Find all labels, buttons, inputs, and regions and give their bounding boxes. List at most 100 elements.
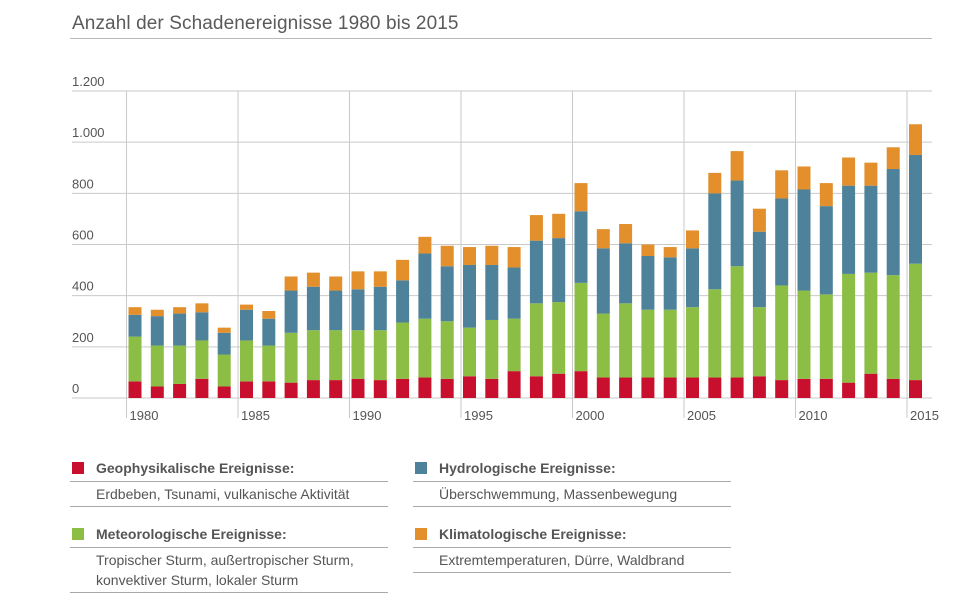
bar-meteorological-1992 — [396, 322, 410, 379]
bar-meteorological-2013 — [864, 272, 878, 374]
bar-hydrological-2011 — [819, 206, 833, 295]
bar-hydrological-1996 — [485, 264, 499, 320]
y-tick-label: 0 — [72, 381, 79, 396]
legend-desc-climatological: Extremtemperaturen, Dürre, Waldbrand — [439, 552, 685, 568]
bar-meteorological-1997 — [507, 318, 521, 372]
bar-geophysical-1985 — [240, 381, 253, 398]
bar-geophysical-1989 — [329, 380, 343, 398]
y-tick-label: 600 — [72, 228, 94, 243]
x-tick-label: 2015 — [910, 408, 939, 423]
bar-hydrological-1992 — [396, 280, 410, 323]
bar-geophysical-1999 — [552, 373, 566, 398]
bar-meteorological-1980 — [128, 336, 142, 382]
bar-climatological-1999 — [552, 213, 566, 239]
bar-hydrological-1993 — [418, 253, 432, 319]
bar-hydrological-1988 — [306, 286, 320, 331]
bar-climatological-1984 — [217, 327, 231, 333]
bar-meteorological-1991 — [373, 330, 387, 381]
bar-hydrological-1998 — [529, 240, 543, 304]
bar-hydrological-2013 — [864, 185, 878, 273]
bar-climatological-2007 — [730, 151, 744, 181]
bar-climatological-1980 — [128, 307, 142, 315]
bar-hydrological-1980 — [128, 314, 142, 337]
bar-hydrological-1982 — [173, 313, 187, 346]
x-tick-label: 1990 — [353, 408, 382, 423]
stacked-bar-chart: 0 200 400 600 800 1.000 1.200 1980 1985 1990 1995 2… — [72, 74, 939, 423]
bar-geophysical-2005 — [686, 377, 699, 398]
bar-hydrological-1990 — [351, 289, 365, 331]
bar-climatological-1981 — [150, 309, 164, 317]
bar-hydrological-2005 — [686, 248, 699, 308]
y-tick-label: 1.200 — [72, 74, 105, 89]
bar-hydrological-1994 — [440, 266, 454, 322]
bar-hydrological-1987 — [284, 290, 298, 333]
bar-meteorological-1984 — [217, 354, 231, 387]
x-tick-label: 2000 — [576, 408, 605, 423]
bar-climatological-2005 — [686, 230, 699, 249]
bar-climatological-1990 — [351, 271, 365, 290]
bar-meteorological-2002 — [619, 303, 633, 378]
bar-meteorological-2010 — [797, 290, 811, 379]
bar-meteorological-1987 — [284, 332, 298, 383]
bar-meteorological-2008 — [752, 307, 766, 377]
bar-climatological-1995 — [463, 247, 476, 265]
bar-geophysical-1998 — [529, 376, 543, 398]
bar-meteorological-2014 — [886, 275, 900, 379]
chart-title: Anzahl der Schadenereignisse 1980 bis 20… — [72, 13, 459, 34]
bar-climatological-2013 — [864, 162, 878, 186]
bar-hydrological-2010 — [797, 189, 811, 291]
bar-hydrological-2001 — [596, 248, 610, 314]
bar-geophysical-2013 — [864, 373, 878, 398]
bar-meteorological-2006 — [708, 289, 722, 378]
bar-geophysical-2000 — [574, 371, 588, 398]
bar-geophysical-1992 — [396, 378, 410, 398]
bar-geophysical-1996 — [485, 378, 499, 398]
x-tick-label: 1980 — [130, 408, 159, 423]
bar-meteorological-1995 — [463, 327, 476, 377]
bar-geophysical-1986 — [262, 381, 276, 398]
bar-meteorological-1983 — [195, 340, 209, 379]
x-tick-label: 2005 — [687, 408, 716, 423]
bar-meteorological-2015 — [909, 263, 922, 381]
bar-meteorological-2005 — [686, 307, 699, 378]
legend-desc-hydrological: Überschwemmung, Massenbewegung — [439, 486, 678, 502]
bar-geophysical-2014 — [886, 378, 900, 398]
bar-geophysical-2010 — [797, 378, 811, 398]
bar-meteorological-1999 — [552, 302, 566, 374]
bar-geophysical-1997 — [507, 371, 521, 398]
legend-divider — [413, 481, 731, 482]
grid-lines — [72, 90, 932, 418]
legend-divider — [70, 506, 388, 507]
x-tick-label: 2010 — [799, 408, 828, 423]
bar-geophysical-2001 — [596, 377, 610, 398]
bar-climatological-1998 — [529, 215, 543, 241]
y-tick-label: 400 — [72, 279, 94, 294]
legend-swatch-meteorological — [72, 528, 84, 540]
legend-desc-geophysical: Erdbeben, Tsunami, vulkanische Aktivität — [96, 486, 350, 502]
bar-meteorological-2007 — [730, 266, 744, 378]
bar-hydrological-2002 — [619, 243, 633, 304]
bar-geophysical-2006 — [708, 377, 722, 398]
bar-hydrological-2009 — [775, 198, 789, 286]
bar-meteorological-1998 — [529, 303, 543, 377]
bar-meteorological-1996 — [485, 319, 499, 379]
bar-climatological-2015 — [909, 124, 922, 155]
legend-item-climatological: Klimatologische Ereignisse: Extremtemper… — [413, 525, 731, 573]
bar-climatological-1985 — [240, 304, 253, 310]
bar-hydrological-1989 — [329, 290, 343, 331]
bar-climatological-2006 — [708, 172, 722, 194]
bar-climatological-2011 — [819, 183, 833, 207]
bar-climatological-1987 — [284, 276, 298, 291]
bar-hydrological-1984 — [217, 332, 231, 355]
legend-divider — [413, 506, 731, 507]
bar-climatological-2003 — [641, 244, 655, 257]
bar-hydrological-2006 — [708, 193, 722, 290]
bar-geophysical-2003 — [641, 377, 655, 398]
bar-meteorological-1990 — [351, 330, 365, 379]
bar-geophysical-1984 — [217, 386, 231, 398]
bar-geophysical-1983 — [195, 378, 209, 398]
bar-meteorological-2011 — [819, 294, 833, 379]
bar-climatological-1992 — [396, 259, 410, 281]
bar-geophysical-2012 — [842, 382, 856, 398]
bar-meteorological-2003 — [641, 309, 655, 378]
